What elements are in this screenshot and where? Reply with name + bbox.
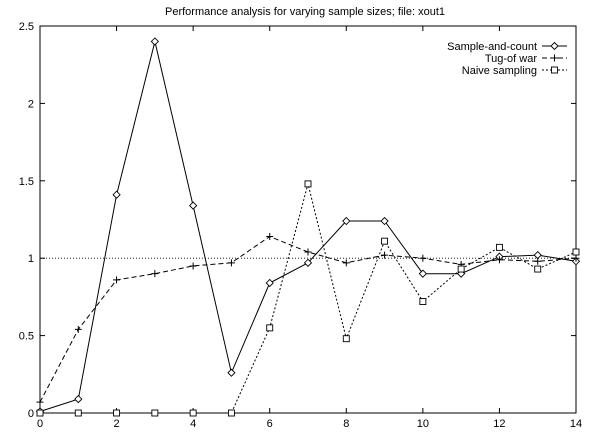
data-point-sample-and-count bbox=[265, 278, 274, 288]
data-point-sample-and-count bbox=[380, 216, 389, 226]
data-point-naive-sampling bbox=[457, 265, 465, 273]
data-point-tug-of-war bbox=[381, 251, 389, 259]
legend-label-tug-of-war: Tug-of war bbox=[485, 53, 538, 65]
y-tick-label: 2 bbox=[28, 98, 34, 110]
x-tick-label: 2 bbox=[114, 418, 120, 430]
data-point-tug-of-war bbox=[113, 276, 121, 284]
series-sample-and-count bbox=[35, 37, 581, 416]
data-point-naive-sampling bbox=[36, 409, 44, 417]
x-tick-label: 8 bbox=[343, 418, 349, 430]
legend-marker-sample-and-count bbox=[550, 41, 559, 51]
legend-marker-naive-sampling bbox=[551, 66, 558, 74]
data-point-tug-of-war bbox=[227, 259, 235, 267]
y-tick-label: 1.5 bbox=[19, 176, 34, 188]
data-point-sample-and-count bbox=[303, 258, 313, 267]
y-tick-label: 1 bbox=[28, 253, 34, 265]
series-naive-sampling bbox=[36, 180, 580, 417]
axis-ticks: 0 2 4 6 8 10 12 14 0 0.5 1 1.5 2 2.5 bbox=[19, 21, 582, 430]
plot-frame bbox=[39, 25, 577, 414]
data-point-tug-of-war bbox=[342, 259, 350, 267]
data-point-tug-of-war bbox=[572, 254, 580, 262]
data-point-sample-and-count bbox=[74, 394, 83, 404]
legend-label-naive-sampling: Naive sampling bbox=[462, 65, 537, 77]
x-tick-label: 10 bbox=[417, 418, 429, 430]
data-point-naive-sampling bbox=[74, 409, 82, 417]
data-point-tug-of-war bbox=[304, 248, 312, 256]
y-tick-label: 0.5 bbox=[19, 331, 34, 343]
data-point-tug-of-war bbox=[495, 256, 503, 264]
x-tick-label: 0 bbox=[37, 418, 43, 430]
series-line-sample-and-count bbox=[39, 41, 577, 412]
data-point-sample-and-count bbox=[112, 190, 121, 199]
data-point-naive-sampling bbox=[266, 324, 274, 332]
chart-title: Performance analysis for varying sample … bbox=[165, 6, 445, 18]
data-point-naive-sampling bbox=[381, 237, 389, 245]
data-point-tug-of-war bbox=[189, 262, 197, 270]
data-point-naive-sampling bbox=[419, 298, 427, 305]
legend-marker-tug-of-war bbox=[551, 54, 558, 62]
data-point-tug-of-war bbox=[266, 233, 274, 241]
data-point-naive-sampling bbox=[189, 409, 197, 417]
data-point-naive-sampling bbox=[534, 265, 542, 273]
data-point-naive-sampling bbox=[113, 409, 121, 417]
data-point-tug-of-war bbox=[36, 398, 44, 406]
data-point-tug-of-war bbox=[419, 254, 427, 262]
x-tick-label: 4 bbox=[190, 418, 196, 430]
data-point-tug-of-war bbox=[534, 257, 542, 265]
legend-label-sample-and-count: Sample-and-count bbox=[447, 41, 537, 53]
data-point-tug-of-war bbox=[151, 270, 159, 278]
series-layer bbox=[35, 37, 581, 417]
data-point-naive-sampling bbox=[227, 409, 235, 417]
data-point-sample-and-count bbox=[227, 368, 236, 377]
data-point-naive-sampling bbox=[304, 180, 312, 188]
data-point-sample-and-count bbox=[533, 250, 542, 260]
data-point-sample-and-count bbox=[150, 37, 159, 46]
data-point-tug-of-war bbox=[74, 325, 82, 333]
data-point-naive-sampling bbox=[572, 248, 580, 256]
data-point-sample-and-count bbox=[189, 201, 198, 210]
data-point-naive-sampling bbox=[342, 335, 350, 343]
x-tick-label: 14 bbox=[570, 418, 582, 430]
series-line-naive-sampling bbox=[40, 183, 577, 414]
data-point-naive-sampling bbox=[151, 409, 159, 417]
data-point-naive-sampling bbox=[495, 243, 503, 251]
y-tick-label: 0 bbox=[28, 408, 34, 420]
data-point-sample-and-count bbox=[342, 216, 351, 226]
x-tick-label: 12 bbox=[493, 418, 505, 430]
x-tick-label: 6 bbox=[267, 418, 273, 430]
y-tick-label: 2.5 bbox=[19, 21, 34, 33]
data-point-sample-and-count bbox=[418, 269, 427, 278]
series-tug-of-war bbox=[36, 233, 580, 406]
